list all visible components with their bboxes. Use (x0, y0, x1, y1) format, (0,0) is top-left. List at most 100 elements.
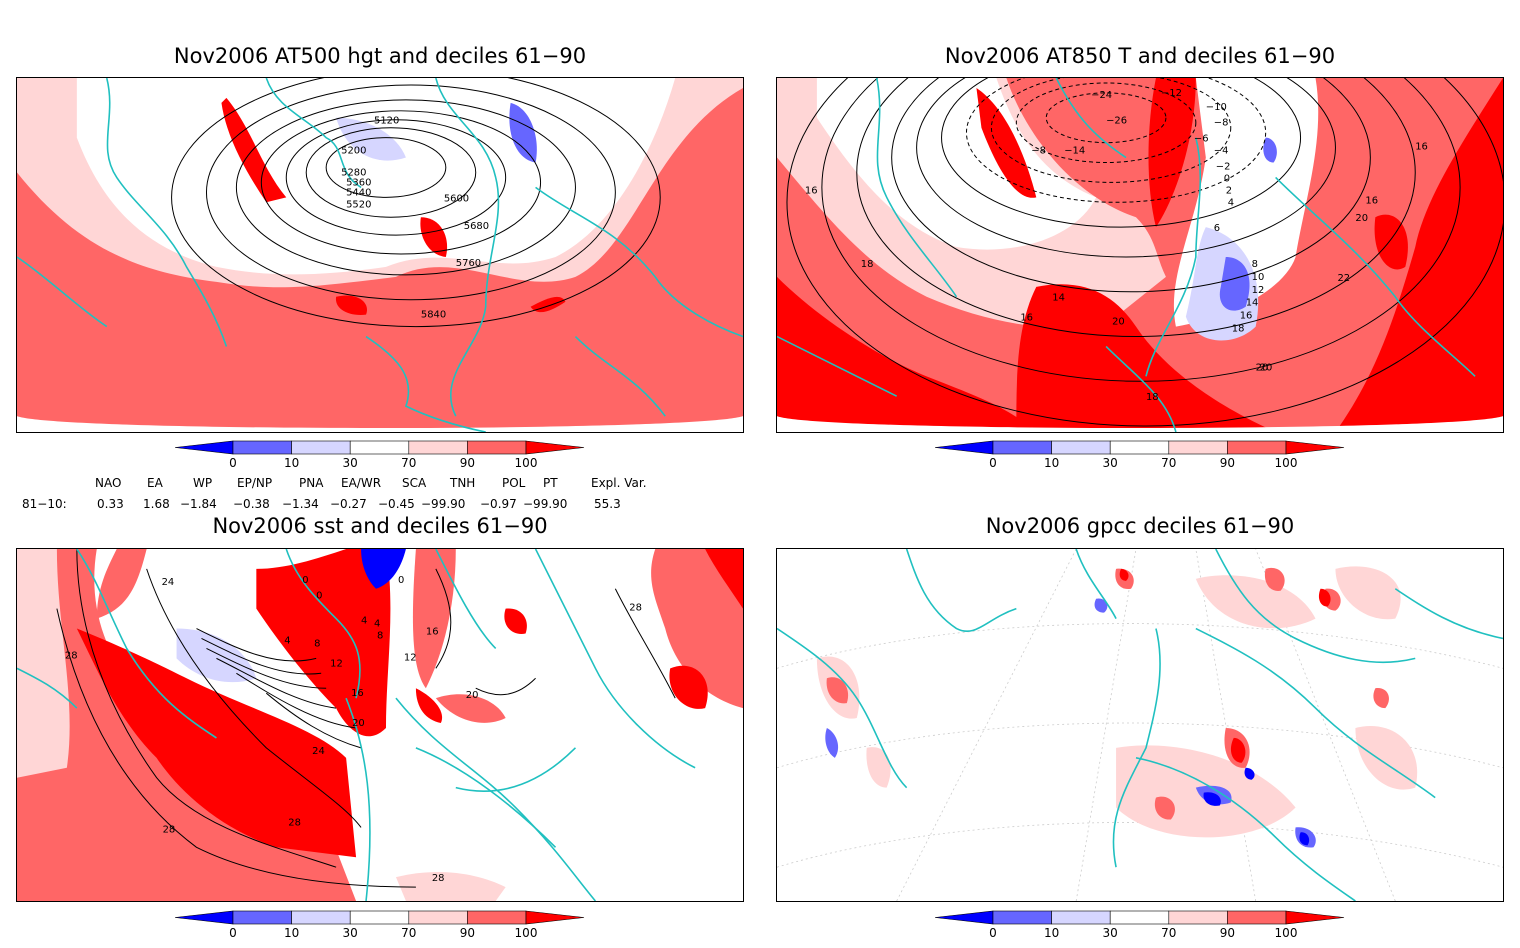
colorbar-segment (1227, 910, 1287, 925)
contour-label: 18 (861, 259, 874, 270)
index-value: 1.68 (143, 497, 170, 511)
contour-label: 12 (404, 652, 417, 663)
contour-label: 8 (1252, 259, 1258, 270)
contour-label: 28 (163, 824, 176, 835)
contour-label: 14 (1052, 293, 1065, 304)
map-850hpa-svg: −24 −12 −10 −26 −8 −14 −6 −4 −2 −8 0 2 4… (777, 78, 1503, 432)
contour-label: 0 (398, 575, 404, 586)
map-sst-svg: 24 28 0 0 0 4 4 4 8 8 12 12 16 16 20 20 … (17, 549, 743, 901)
index-row-label: 81−10: (22, 497, 67, 511)
contour-label: 8 (314, 638, 320, 649)
colorbar-segment (935, 440, 994, 455)
colorbar-segment (1051, 910, 1111, 925)
colorbar-svg: 0 10 30 70 90 100 (175, 440, 585, 470)
map-panel-850hpa-temperature: −24 −12 −10 −26 −8 −14 −6 −4 −2 −8 0 2 4… (776, 77, 1504, 433)
colorbar-tick-label: 30 (1103, 926, 1118, 940)
colorbar-tick-label: 90 (460, 456, 475, 470)
contour-label: 0 (316, 591, 322, 602)
index-header: PT (543, 476, 558, 490)
contour-label: 4 (284, 635, 290, 646)
contour-label: 28 (629, 603, 642, 614)
contour-label: −14 (1064, 146, 1085, 157)
colorbar-panel-2: 0 10 30 70 90 100 (935, 438, 1345, 478)
index-header: Expl. Var. (591, 476, 647, 490)
colorbar-segment (232, 440, 292, 455)
contour-label: 20 (1256, 362, 1269, 373)
map-500hpa-svg: 5120 5200 5280 5360 5440 5520 5600 5680 … (17, 78, 743, 432)
colorbar-tick-label: 100 (1275, 456, 1298, 470)
contour-label: −26 (1106, 116, 1127, 127)
contour-label: 16 (426, 627, 439, 638)
colorbar-segment (1168, 440, 1228, 455)
index-header: PNA (299, 476, 324, 490)
colorbar-tick-label: 70 (401, 456, 416, 470)
panel-title-3: Nov2006 sst and deciles 61−90 (212, 514, 548, 538)
contour-label: 5680 (464, 221, 489, 232)
colorbar-tick-label: 10 (284, 926, 299, 940)
index-value: −0.38 (233, 497, 270, 511)
colorbar-segment (1168, 910, 1228, 925)
colorbar-segment (992, 910, 1052, 925)
colorbar-segment (408, 910, 468, 925)
panel-title-2: Nov2006 AT850 T and deciles 61−90 (944, 44, 1336, 68)
contour-label: 28 (432, 873, 445, 884)
index-header: SCA (402, 476, 427, 490)
colorbar-segment (175, 440, 234, 455)
colorbar-tick-label: 100 (515, 926, 538, 940)
colorbar-segment (1109, 910, 1170, 925)
colorbar-segment (1227, 440, 1287, 455)
index-header: EP/NP (237, 476, 273, 490)
contour-label: 5600 (444, 193, 469, 204)
colorbar-panel-3: 0 10 30 70 90 100 (175, 908, 585, 948)
contour-label: 16 (1020, 313, 1033, 324)
colorbar-tick-label: 90 (1220, 926, 1235, 940)
colorbar-tick-label: 70 (401, 926, 416, 940)
index-header: WP (193, 476, 213, 490)
contour-label: 0 (302, 575, 308, 586)
contour-label: 16 (1240, 311, 1253, 322)
colorbar-tick-label: 70 (1161, 456, 1176, 470)
contour-label: 16 (805, 185, 818, 196)
colorbar-tick-label: 100 (1275, 926, 1298, 940)
contour-label: 16 (1415, 142, 1428, 153)
index-header: EA (147, 476, 163, 490)
contour-label: 2 (1226, 185, 1232, 196)
contour-label: 24 (312, 746, 325, 757)
contour-label: 4 (361, 616, 367, 627)
colorbar-segment (349, 440, 410, 455)
contour-label: 5120 (374, 116, 399, 127)
contour-label: 20 (1355, 213, 1368, 224)
index-value: −0.45 (378, 497, 415, 511)
contour-label: 5440 (346, 187, 371, 198)
contour-label: 0 (1224, 173, 1230, 184)
index-header: NAO (95, 476, 122, 490)
colorbar-tick-label: 90 (1220, 456, 1235, 470)
contour-label: 28 (65, 650, 78, 661)
colorbar-svg: 0 10 30 70 90 100 (935, 910, 1345, 940)
contour-label: −10 (1206, 102, 1227, 113)
colorbar-segment (349, 910, 410, 925)
colorbar-segment (467, 440, 527, 455)
map-panel-gpcc-precipitation (776, 548, 1504, 902)
contour-label: 5760 (456, 258, 481, 269)
index-value: −0.27 (330, 497, 367, 511)
contour-label: 5840 (421, 310, 446, 321)
contour-label: 20 (1260, 362, 1273, 373)
contour-label: −24 (1091, 90, 1112, 101)
index-header: TNH (450, 476, 476, 490)
colorbar-tick-label: 0 (229, 456, 237, 470)
contour-label: 10 (1252, 272, 1265, 283)
index-value: −99.90 (421, 497, 466, 511)
contour-label: −6 (1194, 134, 1209, 145)
colorbar-tick-label: 30 (343, 926, 358, 940)
colorbar-tick-label: 0 (989, 456, 997, 470)
index-value: −99.90 (523, 497, 568, 511)
colorbar-segment (1051, 440, 1111, 455)
colorbar-tick-label: 100 (515, 456, 538, 470)
colorbar-tick-label: 10 (284, 456, 299, 470)
contour-label: 18 (1232, 324, 1245, 335)
index-value: −1.84 (180, 497, 217, 511)
contour-label: 12 (1252, 285, 1265, 296)
colorbar-segment (992, 440, 1052, 455)
contour-label: 28 (288, 817, 301, 828)
